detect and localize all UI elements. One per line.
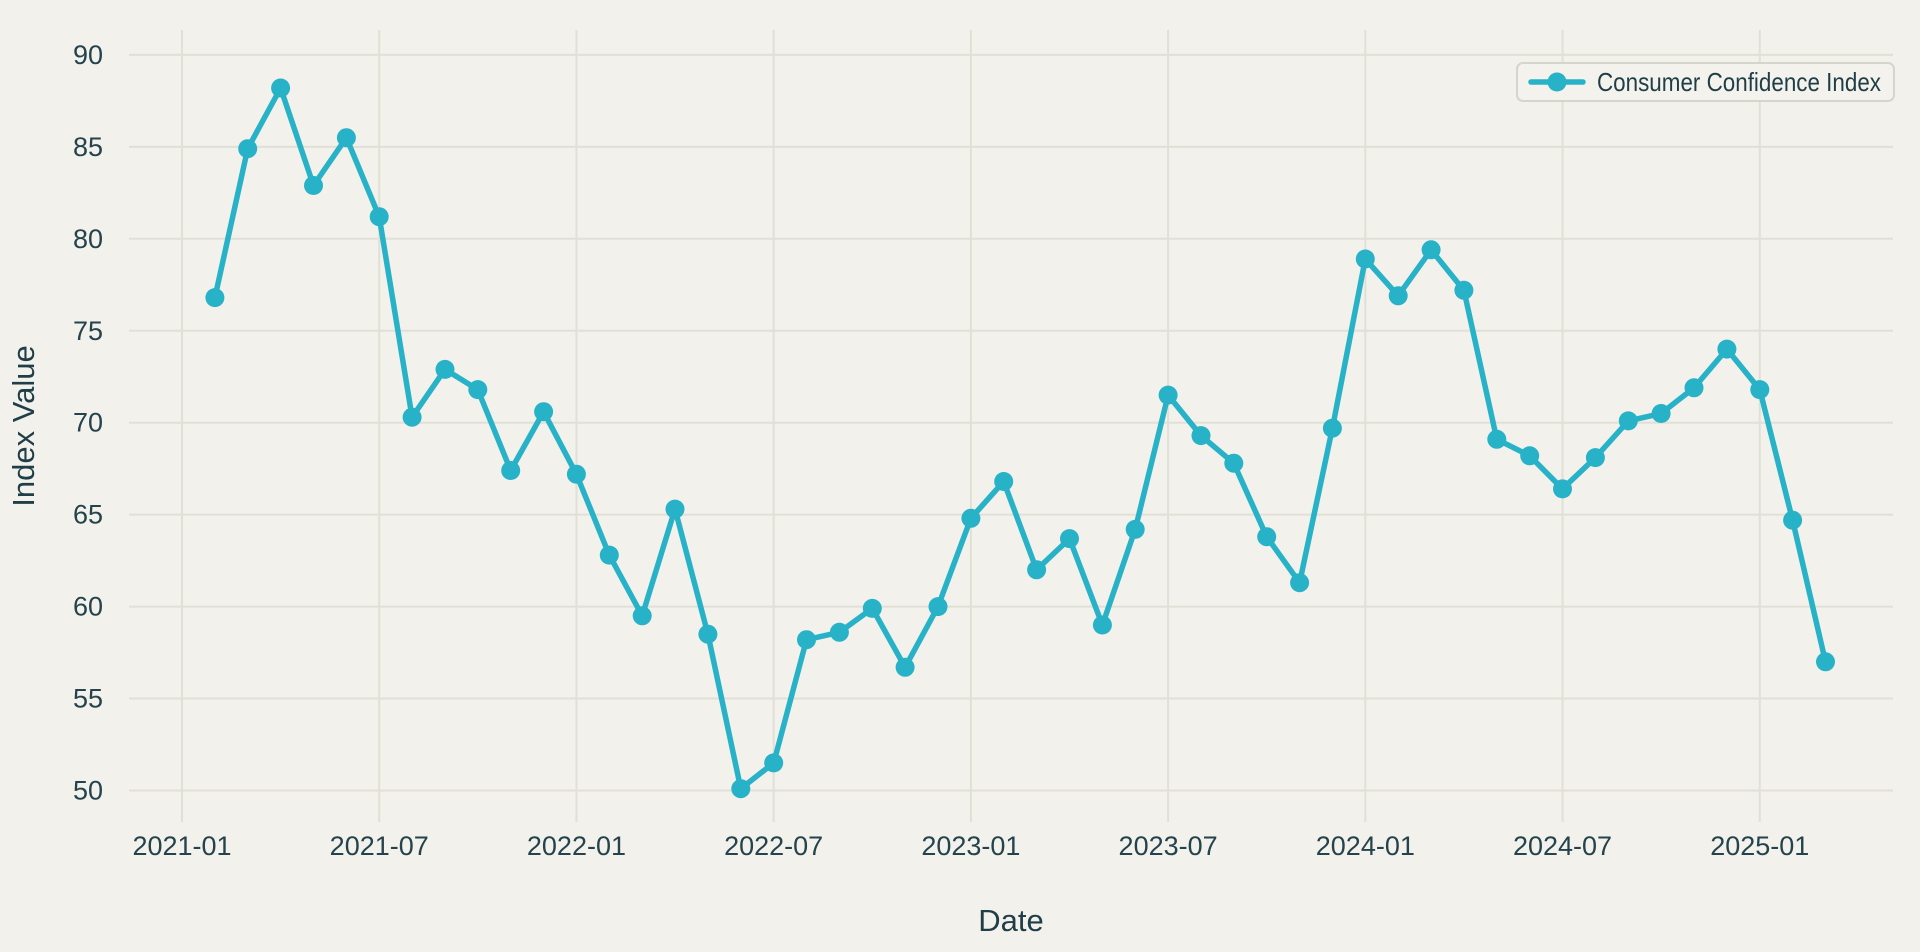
data-point-marker [1816,652,1835,672]
y-tick-label: 60 [73,592,103,622]
y-tick-label: 50 [73,776,103,806]
data-point-marker [731,779,751,799]
y-tick-label: 85 [73,132,103,162]
x-tick-label: 2025-01 [1710,831,1809,861]
data-point-marker [1487,429,1507,449]
data-point-marker [304,176,323,195]
data-point-marker [468,380,488,400]
data-point-marker [1125,519,1145,539]
data-point-marker [534,402,554,422]
data-point-marker [1388,286,1408,306]
series-line [212,85,1829,792]
data-point-marker [1224,453,1244,473]
data-point-marker [994,472,1014,491]
data-point-marker [1322,418,1342,438]
data-point-marker [1421,240,1441,260]
data-point-marker [1257,527,1277,547]
x-tick-label: 2023-01 [921,831,1020,861]
legend-box [1516,62,1895,102]
data-point-marker [1027,560,1047,580]
x-tick-label: 2023-07 [1119,831,1218,861]
data-point-marker [369,207,389,227]
data-point-marker [336,128,356,148]
data-point-marker [764,753,784,773]
data-point-marker [1750,380,1770,400]
data-point-marker [238,139,258,159]
x-tick-label: 2021-07 [330,831,429,861]
data-point-marker [928,597,948,617]
gridlines [129,30,1893,822]
data-point-marker [599,545,619,565]
data-point-marker [1158,385,1178,405]
data-point-marker [1290,573,1310,593]
data-point-marker [1355,249,1375,269]
data-point-marker [665,499,685,519]
data-point-marker [1092,615,1112,635]
x-tick-label: 2022-07 [724,831,823,861]
data-point-marker [632,606,652,626]
data-point-marker [435,359,455,379]
y-tick-label: 90 [73,40,103,70]
data-point-marker [698,624,718,644]
data-point-marker [1717,339,1737,359]
y-tick-label: 70 [73,408,103,438]
y-axis-title: Index Value [6,345,41,506]
data-point-marker [205,288,225,308]
y-tick-label: 80 [73,224,103,254]
data-point-marker [862,598,882,618]
data-point-marker [1684,378,1704,398]
data-point-marker [1454,280,1474,300]
x-axis-title: Date [978,903,1043,938]
data-point-marker [1618,411,1638,431]
data-point-marker [501,461,521,480]
data-point-marker [271,78,291,98]
data-point-marker [829,622,849,642]
data-point-marker [961,508,981,528]
data-point-marker [1553,479,1572,499]
data-point-marker [1060,529,1079,549]
x-tick-label: 2021-01 [132,831,231,861]
x-tick-label: 2024-01 [1316,831,1415,861]
legend: Consumer Confidence Index [1516,62,1895,102]
axis-tick-labels: 50 55 60 65 70 75 80 85 90 2021-01 2021-07 2022-01 2… [73,40,1809,861]
data-point-marker [1520,446,1540,466]
x-tick-label: 2022-01 [527,831,626,861]
y-tick-label: 55 [73,684,103,714]
legend-series-label: Consumer Confidence Index [1597,67,1881,97]
data-point-marker [797,630,816,650]
y-tick-label: 75 [73,316,103,346]
data-point-marker [566,464,586,484]
data-point-marker [1651,404,1671,423]
y-tick-label: 65 [73,500,103,530]
x-tick-label: 2024-07 [1513,831,1612,861]
data-point-marker [895,657,915,677]
data-series [205,78,1835,799]
legend-marker-icon [1547,72,1567,92]
data-point-marker [402,407,422,427]
data-point-marker [1585,448,1605,468]
data-point-marker [1783,510,1803,530]
data-point-marker [1191,426,1211,446]
